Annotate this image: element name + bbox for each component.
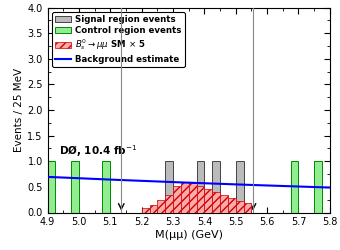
Bar xyxy=(212,192,220,212)
Bar xyxy=(181,182,189,212)
Bar xyxy=(291,161,299,212)
Bar xyxy=(157,200,165,212)
Bar xyxy=(165,194,173,212)
Bar xyxy=(48,161,55,212)
Bar xyxy=(173,186,181,212)
Text: DØ, 10.4 fb$^{-1}$: DØ, 10.4 fb$^{-1}$ xyxy=(59,143,137,158)
Bar xyxy=(212,161,220,212)
Y-axis label: Events / 25 MeV: Events / 25 MeV xyxy=(15,68,24,152)
X-axis label: M(μμ) (GeV): M(μμ) (GeV) xyxy=(155,230,223,240)
Bar xyxy=(189,183,197,212)
Legend: Signal region events, Control region events, $B_s^0 \rightarrow \mu\mu$ SM $\tim: Signal region events, Control region eve… xyxy=(52,12,185,67)
Bar xyxy=(165,161,173,212)
Bar xyxy=(236,161,243,212)
Bar xyxy=(197,161,204,212)
Bar xyxy=(236,201,243,212)
Bar xyxy=(220,195,228,212)
Bar xyxy=(142,208,150,212)
Bar xyxy=(102,161,110,212)
Bar xyxy=(150,205,157,212)
Bar xyxy=(204,189,212,212)
Bar xyxy=(314,161,322,212)
Bar xyxy=(197,186,204,212)
Bar xyxy=(228,198,236,212)
Bar xyxy=(243,203,251,212)
Bar xyxy=(71,161,79,212)
